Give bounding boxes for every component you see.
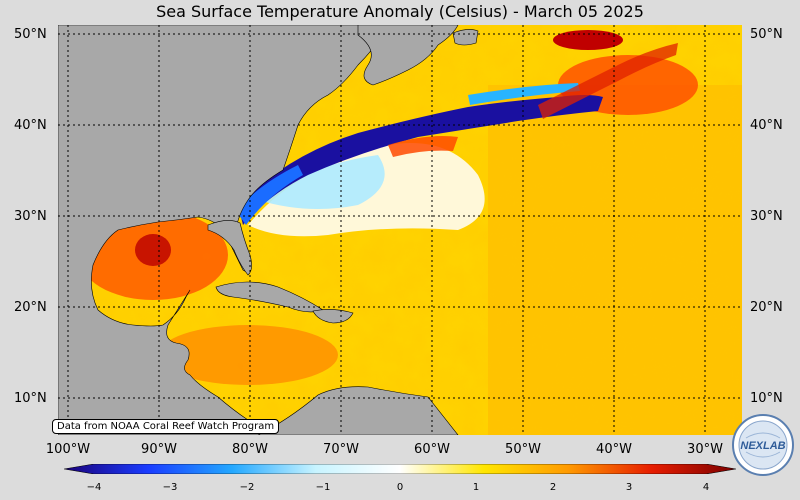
lon-label-90w: 90°W (141, 442, 177, 457)
lat-label-50n-left: 50°N (14, 27, 47, 42)
lon-label-100w: 100°W (45, 442, 91, 457)
graticule (58, 25, 742, 435)
hispaniola-land (312, 309, 354, 324)
lon-label-30w: 30°W (687, 442, 723, 457)
colorbar-fill (64, 464, 736, 474)
gulf-stream-cyan-edge (468, 83, 580, 105)
colorbar (64, 464, 736, 474)
south-america-land (257, 386, 459, 435)
nexlab-logo: NEXLAB (732, 414, 794, 476)
lat-label-20n-right: 20°N (750, 300, 783, 315)
gulf-stream-cold-band (238, 95, 603, 225)
colorbar-tick: 3 (625, 482, 633, 493)
sst-anomaly-map (58, 25, 742, 435)
colorbar-tick: −3 (162, 482, 178, 493)
colorbar-tick: −4 (86, 482, 102, 493)
lat-label-20n-left: 20°N (14, 300, 47, 315)
lon-label-70w: 70°W (323, 442, 359, 457)
data-credit: Data from NOAA Coral Reef Watch Program (52, 419, 280, 434)
colorbar-tick: −1 (315, 482, 331, 493)
lat-label-30n-left: 30°N (14, 209, 47, 224)
labrador-warm-band (538, 43, 678, 119)
map-title: Sea Surface Temperature Anomaly (Celsius… (156, 2, 644, 21)
lat-label-40n-left: 40°N (14, 118, 47, 133)
caribbean-warm-anomaly (158, 325, 338, 385)
cuba-land (215, 281, 324, 313)
warm-eddy-band (388, 136, 458, 157)
north-atlantic-hot-core (553, 30, 623, 50)
cool-anomaly-light (258, 155, 385, 209)
lon-label-60w: 60°W (414, 442, 450, 457)
colorbar-tick: 1 (472, 482, 480, 493)
lon-label-50w: 50°W (505, 442, 541, 457)
gulf-stream-blue-edge (236, 165, 303, 225)
canada-maritimes-land (357, 25, 459, 86)
lon-label-40w: 40°W (596, 442, 632, 457)
lat-label-30n-right: 30°N (750, 209, 783, 224)
colorbar-tick: 4 (702, 482, 710, 493)
gulf-hot-core (135, 234, 171, 266)
colorbar-tick: 0 (396, 482, 404, 493)
colorbar-tick: −2 (239, 482, 255, 493)
florida-land (207, 220, 252, 276)
lat-label-10n-left: 10°N (14, 391, 47, 406)
newfoundland-land (452, 29, 479, 46)
lat-label-40n-right: 40°N (750, 118, 783, 133)
lon-label-80w: 80°W (232, 442, 268, 457)
lat-label-50n-right: 50°N (750, 27, 783, 42)
logo-text: NEXLAB (740, 440, 785, 452)
colorbar-tick: 2 (549, 482, 557, 493)
lat-label-10n-right: 10°N (750, 391, 783, 406)
